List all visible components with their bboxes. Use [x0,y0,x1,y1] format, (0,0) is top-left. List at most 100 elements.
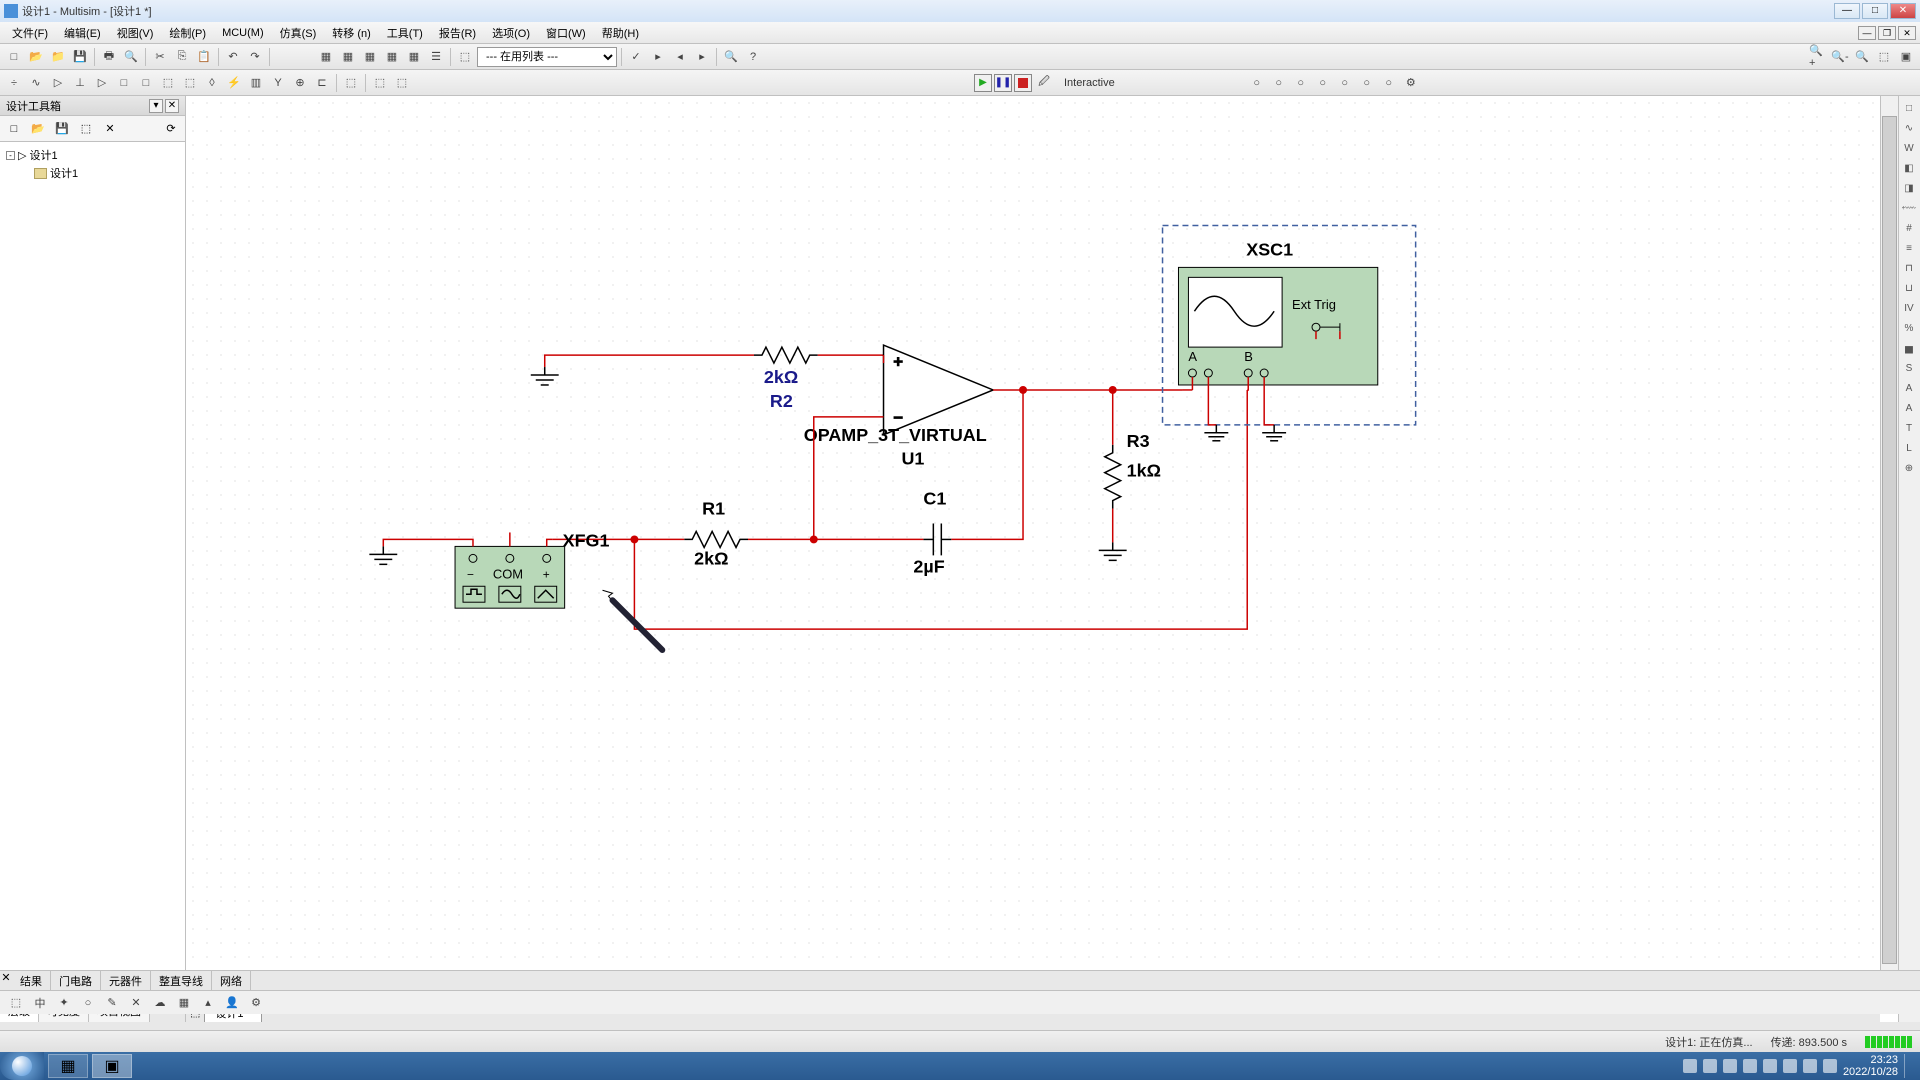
place-mixed-icon[interactable]: ⬚ [180,73,200,93]
funcgen-icon[interactable]: ∿ [1900,120,1918,138]
tray-icon-8[interactable] [1823,1059,1837,1073]
sheet-btn-11[interactable]: ⚙ [246,993,266,1013]
mdi-restore[interactable]: ❐ [1878,26,1896,40]
tray-icon-7[interactable] [1803,1059,1817,1073]
probe3-icon[interactable]: ○ [1291,73,1311,93]
tray-icon-6[interactable] [1783,1059,1797,1073]
sheet-btn-5[interactable]: ✎ [102,993,122,1013]
place-cmos-icon[interactable]: □ [136,73,156,93]
refresh-icon[interactable]: ⟳ [161,119,181,139]
lv-icon[interactable]: L [1900,440,1918,458]
probe2-icon[interactable]: ○ [1269,73,1289,93]
logic-icon[interactable]: ⊓ [1900,260,1918,278]
zoom-out-icon[interactable]: 🔍- [1830,47,1850,67]
place-diode-icon[interactable]: ▷ [48,73,68,93]
place-ttl-icon[interactable]: □ [114,73,134,93]
tool-b-icon[interactable]: ◂ [670,47,690,67]
menu-window[interactable]: 窗口(W) [538,23,594,43]
tab-results[interactable]: 结果 [12,971,51,990]
grid3-icon[interactable]: ▦ [360,47,380,67]
mdi-minimize[interactable]: — [1858,26,1876,40]
mdi-close[interactable]: ✕ [1898,26,1916,40]
curr-icon[interactable]: ⊕ [1900,460,1918,478]
logic2-icon[interactable]: ⊔ [1900,280,1918,298]
menu-transfer[interactable]: 转移 (n) [324,23,379,43]
menu-mcu[interactable]: MCU(M) [214,25,272,41]
probe5-icon[interactable]: ○ [1335,73,1355,93]
place-rf-icon[interactable]: Y [268,73,288,93]
scope-icon[interactable]: ◧ [1900,160,1918,178]
net-icon[interactable]: S [1900,360,1918,378]
list-icon[interactable]: ☰ [426,47,446,67]
copy-icon[interactable]: ⎘ [172,47,192,67]
design-opt-icon[interactable]: ⬚ [76,119,96,139]
probe6-icon[interactable]: ○ [1357,73,1377,93]
panel-pin-icon[interactable]: ▾ [149,99,163,113]
menu-draw[interactable]: 绘制(P) [161,23,214,43]
wordgen-icon[interactable]: ≡ [1900,240,1918,258]
wattmeter-icon[interactable]: W [1900,140,1918,158]
sheet-btn-6[interactable]: ✕ [126,993,146,1013]
freq-icon[interactable]: # [1900,220,1918,238]
menu-tools[interactable]: 工具(T) [379,23,431,43]
tab-wires[interactable]: 整直导线 [151,971,212,990]
paste-icon[interactable]: 📋 [194,47,214,67]
menu-options[interactable]: 选项(O) [484,23,538,43]
tool-c-icon[interactable]: ▸ [692,47,712,67]
place-transistor-icon[interactable]: ⊥ [70,73,90,93]
sheet-btn-8[interactable]: ▦ [174,993,194,1013]
sheet-btn-7[interactable]: ☁ [150,993,170,1013]
probe4-icon[interactable]: ○ [1313,73,1333,93]
cut-icon[interactable]: ✂ [150,47,170,67]
minimize-button[interactable]: — [1834,3,1860,19]
tray-icon-4[interactable] [1743,1059,1757,1073]
tab-gates[interactable]: 门电路 [51,971,101,990]
menu-help[interactable]: 帮助(H) [594,23,647,43]
multimeter-icon[interactable]: □ [1900,100,1918,118]
sheet-btn-9[interactable]: ▴ [198,993,218,1013]
run-button[interactable]: ▶ [974,74,992,92]
undo-icon[interactable]: ↶ [223,47,243,67]
panel-close-icon[interactable]: ✕ [165,99,179,113]
tray-icon-1[interactable] [1683,1059,1697,1073]
sheet-btn-2[interactable]: 中 [30,993,50,1013]
zoom-area-icon[interactable]: ⬚ [1874,47,1894,67]
open-icon[interactable]: 📂 [26,47,46,67]
pause-button[interactable]: ❚❚ [994,74,1012,92]
schematic-canvas[interactable]: 2kΩ R2 + − OPAMP_3T_VIRTUAL U1 [186,96,1880,984]
preview-icon[interactable]: 🔍 [121,47,141,67]
zoom-fit-icon[interactable]: 🔍 [1852,47,1872,67]
scope4-icon[interactable]: ◨ [1900,180,1918,198]
menu-view[interactable]: 视图(V) [109,23,162,43]
sheet-close-icon[interactable]: ✕ [0,971,12,990]
search-icon[interactable]: 🔍 [721,47,741,67]
tray-icon-3[interactable] [1723,1059,1737,1073]
start-button[interactable] [0,1052,44,1080]
menu-reports[interactable]: 报告(R) [431,23,484,43]
spec-icon[interactable]: ▅ [1900,340,1918,358]
tree-child-label[interactable]: 设计1 [50,165,78,181]
save-icon[interactable]: 💾 [70,47,90,67]
fullscreen-icon[interactable]: ▣ [1896,47,1916,67]
zoom-in-icon[interactable]: 🔍+ [1808,47,1828,67]
tray-icon-2[interactable] [1703,1059,1717,1073]
sheet-btn-1[interactable]: ⬚ [6,993,26,1013]
place-conn-icon[interactable]: ⊏ [312,73,332,93]
bode-icon[interactable]: ⬳ [1900,200,1918,218]
sheet-btn-10[interactable]: 👤 [222,993,242,1013]
print-icon[interactable]: 🖶 [99,47,119,67]
grid-icon[interactable]: ▦ [316,47,336,67]
grid2-icon[interactable]: ▦ [338,47,358,67]
maximize-button[interactable]: □ [1862,3,1888,19]
open-design-icon[interactable]: 📂 [28,119,48,139]
place-ind-icon[interactable]: ◊ [202,73,222,93]
place-elec-icon[interactable]: ⊕ [290,73,310,93]
close-button[interactable]: ✕ [1890,3,1916,19]
design-del-icon[interactable]: ✕ [100,119,120,139]
vertical-scrollbar[interactable] [1880,96,1898,984]
tray-icon-5[interactable] [1763,1059,1777,1073]
agil2-icon[interactable]: A [1900,400,1918,418]
tab-nets[interactable]: 网络 [212,971,251,990]
new-design-icon[interactable]: □ [4,119,24,139]
design-tree[interactable]: - ▷ 设计1 设计1 [0,142,185,1000]
